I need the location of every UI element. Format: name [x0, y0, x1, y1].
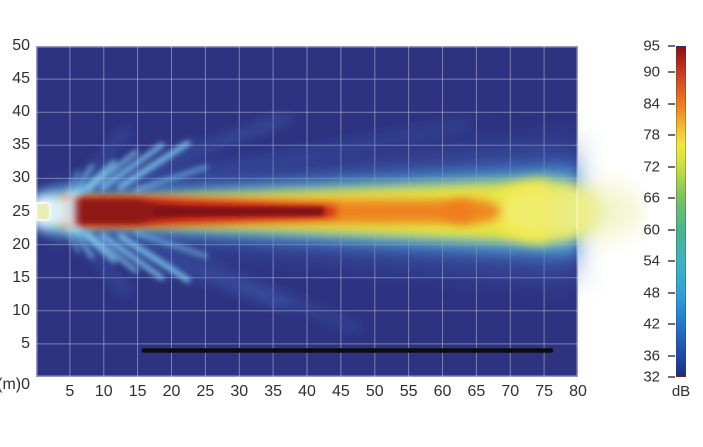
colorbar-tick-label: 84 — [643, 95, 660, 113]
x-tick-label: 10 — [94, 383, 113, 400]
y-tick-label: 45 — [12, 70, 30, 88]
y-tick-label: 25 — [12, 202, 30, 220]
colorbar-tick-mark — [668, 197, 675, 200]
colorbar-tick-mark — [668, 165, 675, 168]
colorbar-tick-mark — [668, 102, 675, 105]
x-tick-label: 50 — [365, 383, 384, 400]
x-tick-label: 70 — [501, 383, 520, 400]
colorbar-tick-mark — [668, 71, 675, 74]
colorbar-tick-mark — [668, 134, 675, 137]
x-tick-label: 75 — [535, 383, 554, 400]
y-tick-label: 10 — [12, 301, 30, 319]
side-lobes — [64, 114, 470, 332]
x-tick-label: 30 — [230, 383, 249, 400]
x-tick-label: 65 — [467, 383, 486, 400]
colorbar-tick-label: 48 — [643, 284, 660, 302]
x-tick-label: 15 — [128, 383, 147, 400]
colorbar-tick-label: 90 — [643, 63, 660, 81]
y-tick-label: 40 — [12, 103, 30, 121]
colorbar-tick-label: 72 — [643, 158, 660, 176]
colorbar-tick-label: 36 — [643, 347, 660, 365]
x-tick-label: 60 — [433, 383, 452, 400]
x-tick-label: 45 — [331, 383, 350, 400]
colorbar-tick-label: 78 — [643, 126, 660, 144]
colorbar-tick-label: 32 — [643, 368, 660, 386]
plot-frame — [36, 46, 578, 377]
y-axis: 50 45 40 35 30 25 20 15 10 5 (m)0 — [0, 37, 32, 393]
beam-heatmap — [36, 142, 644, 281]
colorbar-tick-label: 42 — [643, 315, 660, 333]
origin-label: (m)0 — [0, 376, 30, 393]
y-tick-label: 15 — [12, 268, 30, 286]
colorbar-tick-mark — [668, 45, 675, 47]
colorbar-tick-mark — [668, 323, 675, 326]
colorbar-tick-mark — [668, 228, 675, 231]
x-tick-label: 35 — [264, 383, 283, 400]
y-tick-label: 20 — [12, 235, 30, 253]
x-tick-label: 40 — [298, 383, 316, 400]
x-tick-label: 5 — [65, 383, 75, 400]
x-tick-label: 20 — [162, 383, 181, 400]
colorbar-tick-mark — [668, 260, 675, 263]
colorbar-tick-mark — [668, 291, 675, 294]
spl-heatmap-canvas — [36, 46, 644, 377]
colorbar-ticks — [668, 45, 676, 378]
colorbar-tick-mark — [668, 376, 675, 378]
x-tick-label: 25 — [196, 383, 215, 400]
colorbar-tick-mark — [668, 354, 675, 357]
y-tick-label: 50 — [12, 37, 30, 54]
y-tick-label: 30 — [12, 169, 30, 187]
x-tick-label: 55 — [399, 383, 418, 400]
x-axis: 5 10 15 20 25 30 35 40 45 50 55 60 65 70 75 80 — [36, 381, 586, 403]
colorbar-tick-label: 54 — [643, 252, 660, 270]
x-tick-label: 80 — [569, 383, 587, 400]
y-tick-label: 5 — [21, 334, 30, 352]
colorbar-tick-label: 95 — [643, 37, 660, 55]
colorbar-tick-label: 60 — [643, 221, 660, 239]
colorbar-bar — [676, 46, 686, 377]
sound-source — [36, 192, 76, 231]
plot-area — [36, 46, 644, 377]
colorbar-tick-label: 66 — [643, 189, 660, 207]
colorbar-unit-label: dB — [671, 383, 691, 400]
colorbar-labels: 95 90 84 78 72 66 60 54 48 42 36 32 — [620, 38, 662, 386]
y-tick-label: 35 — [12, 136, 30, 154]
